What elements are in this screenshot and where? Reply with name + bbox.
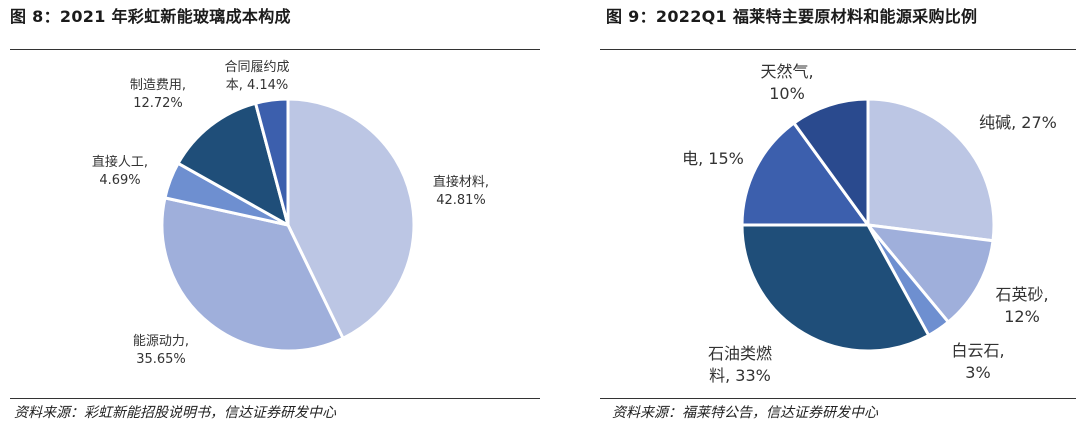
slice-label-line: 合同履约成 (224, 60, 289, 75)
slice-label-line: 4.69% (99, 173, 140, 188)
slice-label-line: 12.72% (133, 96, 183, 111)
slice-label-line: 料, 33% (709, 366, 771, 385)
figure-9-pie-chart: 纯碱, 27% 石英砂, 12%白云石, 3% 石油类燃料, 33% 电, 15% 天然气,… (682, 62, 1057, 385)
pie-slice (740, 121, 870, 227)
figure-8-title: 图 8：2021 年彩虹新能玻璃成本构成 (10, 7, 291, 26)
slice-label: 纯碱, 27% (979, 113, 1057, 132)
slice-label-line: 石油类燃 (708, 344, 772, 363)
figure-9-panel: 图 9：2022Q1 福莱特主要原材料和能源采购比例 纯碱, 27% 石英砂, 12… (590, 0, 1080, 428)
slice-label: 白云石, 3% (951, 341, 1004, 382)
pie-slice (286, 97, 416, 340)
slice-label-line: 12% (1004, 307, 1040, 326)
figure-8-bottom-rule (10, 398, 540, 399)
pie-slice (740, 223, 931, 353)
slice-label-line: 纯碱, 27% (979, 113, 1057, 132)
slice-label-line: 电, 15% (682, 149, 744, 168)
figure-9-top-rule (600, 49, 1076, 50)
figure-8-top-rule (10, 49, 540, 50)
slice-label: 天然气, 10% (760, 62, 813, 103)
slice-label: 石英砂, 12% (995, 285, 1048, 326)
pie-slice (866, 97, 996, 243)
slice-label-line: 直接人工, (92, 154, 148, 170)
figure-8-source: 资料来源：彩虹新能招股说明书，信达证券研发中心 (14, 405, 336, 421)
pie-slice (792, 97, 870, 227)
slice-label: 直接材料, 42.81% (433, 174, 489, 208)
pie-slice (176, 101, 290, 227)
slice-label-line: 天然气, (760, 62, 813, 81)
slice-label: 合同履约成本, 4.14% (224, 60, 289, 93)
slice-label: 直接人工, 4.69% (92, 154, 148, 188)
slice-label: 能源动力, 35.65% (133, 334, 189, 367)
figure-9-source: 资料来源：福莱特公告，信达证券研发中心 (612, 405, 878, 421)
slice-label-line: 3% (965, 363, 990, 382)
figure-8-pie-chart: 直接材料, 42.81% 能源动力, 35.65% 直接人工, 4.69% 制造费用, 12.… (92, 60, 489, 367)
slice-label: 电, 15% (682, 149, 744, 168)
slice-label-line: 本, 4.14% (226, 78, 289, 93)
slice-label-line: 42.81% (436, 193, 486, 208)
slice-label-line: 35.65% (136, 352, 186, 367)
figure-8-panel: 图 8：2021 年彩虹新能玻璃成本构成 直接材料, 42.81% 能源动力, 35.… (10, 7, 540, 421)
figure-9-title: 图 9：2022Q1 福莱特主要原材料和能源采购比例 (606, 7, 978, 26)
slice-label-line: 白云石, (951, 341, 1004, 360)
figure-9-bottom-rule (600, 398, 1076, 399)
slice-label-line: 直接材料, (433, 174, 489, 190)
pie-slice (254, 97, 290, 227)
slice-label-line: 石英砂, (995, 285, 1048, 304)
pie-slice (160, 196, 345, 353)
pie-slice (866, 223, 995, 324)
slice-label: 制造费用, 12.72% (130, 78, 186, 111)
slice-label: 石油类燃料, 33% (708, 344, 772, 385)
slice-label-line: 制造费用, (130, 78, 186, 93)
slice-label-line: 能源动力, (133, 334, 189, 349)
slice-label-line: 10% (769, 84, 805, 103)
